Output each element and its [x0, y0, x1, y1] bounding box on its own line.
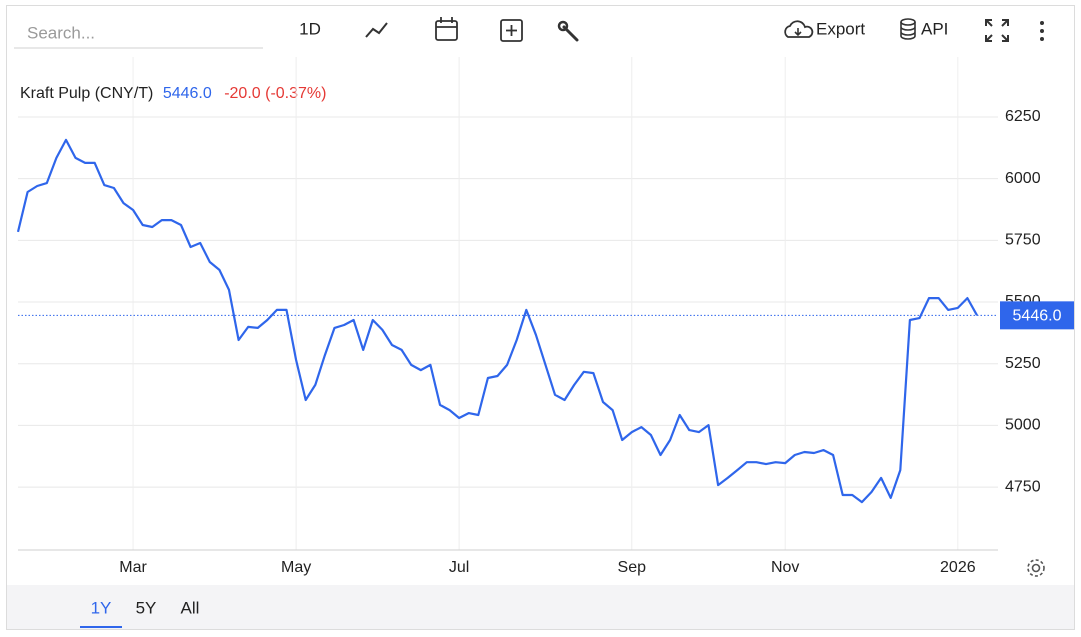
x-tick-label: 2026 — [940, 559, 976, 576]
y-tick-label: 5750 — [1005, 232, 1041, 249]
x-tick-label: Mar — [119, 559, 147, 576]
calendar-icon[interactable] — [435, 17, 458, 41]
last-value-label: 5446.0 — [1013, 308, 1062, 325]
toolbar: Search... 1D Export API — [14, 17, 1044, 49]
fullscreen-icon[interactable] — [985, 19, 1009, 42]
api-icon[interactable] — [900, 18, 916, 40]
ranges: 1Y 5Y All — [80, 598, 200, 628]
compare-icon[interactable] — [500, 19, 523, 42]
gear-icon[interactable] — [1027, 559, 1045, 577]
last-value-box — [1000, 301, 1074, 330]
range-button[interactable]: 5Y — [136, 598, 157, 617]
x-tick-label: Nov — [771, 559, 799, 576]
y-tick-label: 6000 — [1005, 170, 1041, 187]
x-tick-label: Sep — [618, 559, 647, 576]
frame — [6, 5, 1075, 630]
series-title: Kraft Pulp (CNY/T) — [20, 85, 153, 102]
price-line — [16, 138, 978, 504]
change: -20.0 (-0.37%) — [224, 85, 326, 102]
y-tick-label: 6250 — [1005, 108, 1041, 125]
chart-type-icon[interactable] — [365, 22, 388, 38]
last-value: 5446.0 — [163, 85, 212, 102]
range-bar — [7, 585, 1074, 629]
export-icon[interactable] — [784, 20, 814, 38]
export-arrow — [794, 28, 802, 37]
export-button[interactable]: Export — [816, 19, 865, 38]
api-button[interactable]: API — [921, 19, 948, 38]
search-box[interactable]: Search... — [27, 23, 95, 42]
settings-tool-icon[interactable] — [557, 20, 579, 42]
interval-button[interactable]: 1D — [299, 19, 321, 38]
grid — [18, 57, 998, 550]
y-tick-label: 5000 — [1005, 417, 1041, 434]
range-button[interactable]: 1Y — [91, 598, 112, 617]
x-tick-label: Jul — [449, 559, 469, 576]
menu-icon[interactable] — [1040, 21, 1044, 41]
y-tick-label: 5250 — [1005, 355, 1041, 372]
y-tick-label: 4750 — [1005, 478, 1041, 495]
x-tick-label: May — [281, 559, 311, 576]
range-button[interactable]: All — [181, 598, 200, 617]
legend: Kraft Pulp (CNY/T) 5446.0 -20.0 (-0.37%) — [20, 85, 326, 102]
